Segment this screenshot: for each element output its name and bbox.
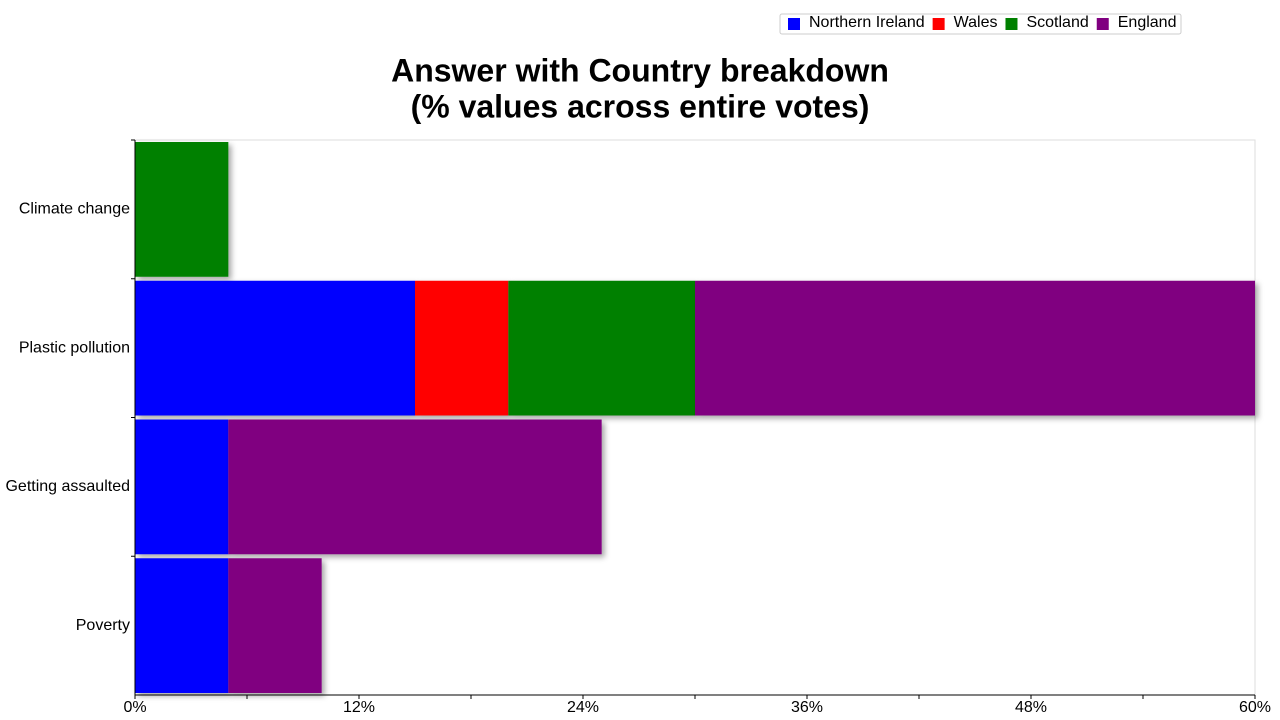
legend-label: England [1118, 14, 1177, 31]
x-tick-label: 36% [791, 699, 823, 716]
x-tick-label: 12% [343, 699, 375, 716]
bar-segment [135, 280, 415, 416]
legend-label: Northern Ireland [809, 14, 925, 31]
y-tick-label: Climate change [19, 201, 130, 218]
legend-swatch [1096, 18, 1109, 30]
legend-label: Scotland [1026, 14, 1088, 31]
bar-segment [135, 419, 229, 555]
x-tick-label: 60% [1239, 699, 1271, 716]
y-tick-label: Getting assaulted [5, 478, 130, 495]
bar-segment [508, 280, 695, 416]
bar-segment [135, 142, 229, 277]
bar-segment [228, 419, 602, 555]
legend-label: Wales [954, 14, 998, 31]
legend-box [779, 13, 1182, 35]
bar-segment [695, 280, 1255, 416]
chart-title: Answer with Country breakdown [391, 52, 889, 88]
x-tick-label: 0% [123, 699, 146, 716]
legend-swatch [1005, 18, 1018, 30]
chart-subtitle: (% values across entire votes) [411, 88, 870, 124]
y-tick-label: Plastic pollution [19, 339, 130, 356]
legend-swatch [932, 18, 945, 30]
legend-swatch [788, 18, 800, 30]
bar-segment [415, 280, 509, 416]
bar-segment [135, 558, 229, 693]
bar-segment [228, 558, 322, 693]
x-tick-label: 24% [567, 699, 599, 716]
x-tick-label: 48% [1015, 699, 1047, 716]
y-tick-label: Poverty [76, 617, 130, 634]
